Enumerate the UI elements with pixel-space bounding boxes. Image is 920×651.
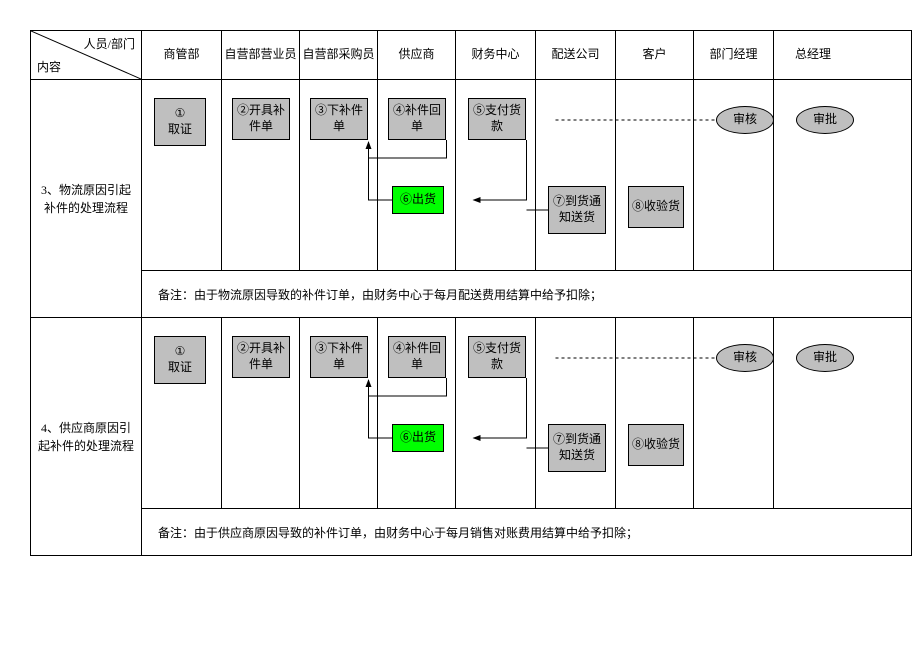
row-4-lanes: ① 取证 ②开具补件单 ③下补件单 ④补件回单 ⑤支付货款 ⑥出货 ⑦到货通知送… xyxy=(142,318,911,555)
node-5-pay: ⑤支付货款 xyxy=(468,336,526,378)
node-7-notify: ⑦到货通知送货 xyxy=(548,424,606,472)
row-3-label-col: 3、物流原因引起补件的处理流程 xyxy=(31,80,142,317)
node-10-approve: 审批 xyxy=(796,106,854,134)
corner-top-label: 人员/部门 xyxy=(84,35,135,52)
col-header: 客户 xyxy=(616,31,694,79)
col-header: 商管部 xyxy=(142,31,222,79)
corner-bottom-label: 内容 xyxy=(37,58,61,75)
row-4-note: 备注：由于供应商原因导致的补件订单，由财务中心于每月销售对账费用结算中给予扣除； xyxy=(142,508,911,555)
node-9-review: 审核 xyxy=(716,344,774,372)
row-3-lanes: ① 取证 ②开具补件单 ③下补件单 ④补件回单 ⑤支付货款 ⑥出货 ⑦到货通知送… xyxy=(142,80,911,317)
row-3-flow: ① 取证 ②开具补件单 ③下补件单 ④补件回单 ⑤支付货款 ⑥出货 ⑦到货通知送… xyxy=(142,80,911,270)
col-header: 配送公司 xyxy=(536,31,616,79)
row-4-label: 4、供应商原因引起补件的处理流程 xyxy=(31,318,141,555)
col-header: 财务中心 xyxy=(456,31,536,79)
node-4-receipt: ④补件回单 xyxy=(388,98,446,140)
node-2-issue: ②开具补件单 xyxy=(232,336,290,378)
node-1-evidence: ① 取证 xyxy=(154,336,206,384)
node-6-ship: ⑥出货 xyxy=(392,186,444,214)
row-3-note: 备注：由于物流原因导致的补件订单，由财务中心于每月配送费用结算中给予扣除； xyxy=(142,270,911,317)
node-8-accept: ⑧收验货 xyxy=(628,424,684,466)
row-4-flow: ① 取证 ②开具补件单 ③下补件单 ④补件回单 ⑤支付货款 ⑥出货 ⑦到货通知送… xyxy=(142,318,911,508)
row-4-label-col: 4、供应商原因引起补件的处理流程 xyxy=(31,318,142,555)
col-header: 总经理 xyxy=(774,31,852,79)
node-6-ship: ⑥出货 xyxy=(392,424,444,452)
header-row: 人员/部门 内容 商管部 自营部营业员 自营部采购员 供应商 财务中心 配送公司… xyxy=(31,31,911,80)
node-4-receipt: ④补件回单 xyxy=(388,336,446,378)
node-1-evidence: ① 取证 xyxy=(154,98,206,146)
row-3-label: 3、物流原因引起补件的处理流程 xyxy=(31,80,141,317)
node-9-review: 审核 xyxy=(716,106,774,134)
col-header: 自营部营业员 xyxy=(222,31,300,79)
row-3: 3、物流原因引起补件的处理流程 ① 取证 ②开具补件单 ③下补件单 ④补件回单 … xyxy=(31,80,911,318)
row-4: 4、供应商原因引起补件的处理流程 ① 取证 ②开具补件单 ③下补件单 ④补件回单… xyxy=(31,318,911,555)
header-corner: 人员/部门 内容 xyxy=(31,31,142,79)
node-3-order: ③下补件单 xyxy=(310,98,368,140)
node-8-accept: ⑧收验货 xyxy=(628,186,684,228)
node-3-order: ③下补件单 xyxy=(310,336,368,378)
node-2-issue: ②开具补件单 xyxy=(232,98,290,140)
col-header: 部门经理 xyxy=(694,31,774,79)
swimlane-diagram: 人员/部门 内容 商管部 自营部营业员 自营部采购员 供应商 财务中心 配送公司… xyxy=(30,30,912,556)
node-7-notify: ⑦到货通知送货 xyxy=(548,186,606,234)
col-header: 自营部采购员 xyxy=(300,31,378,79)
col-header: 供应商 xyxy=(378,31,456,79)
node-10-approve: 审批 xyxy=(796,344,854,372)
node-5-pay: ⑤支付货款 xyxy=(468,98,526,140)
